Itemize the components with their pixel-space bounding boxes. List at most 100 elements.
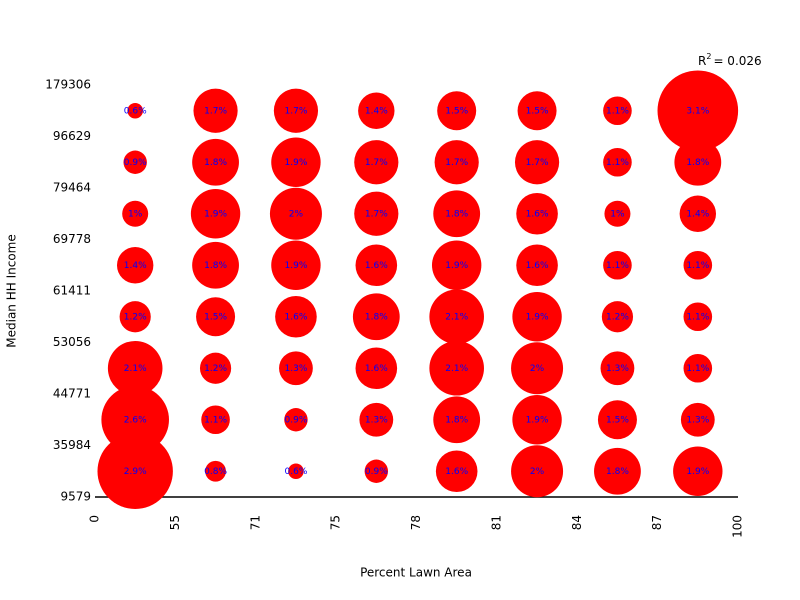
- bubble: [597, 400, 637, 440]
- value-label: 1.6%: [526, 261, 549, 271]
- value-label: 2.6%: [124, 415, 147, 425]
- annotation-superscript: 2: [706, 52, 711, 61]
- value-label: 1.8%: [606, 467, 629, 477]
- x-tick-label: 71: [248, 515, 262, 530]
- y-tick-label: 9579: [60, 490, 91, 504]
- bubble: [288, 463, 304, 480]
- bubble: [192, 241, 239, 289]
- bubble: [97, 433, 173, 509]
- value-label: 1.1%: [204, 415, 227, 425]
- value-label: 1.9%: [686, 467, 709, 477]
- value-label: 1.2%: [204, 364, 227, 374]
- value-label: 1.9%: [526, 415, 549, 425]
- bubble: [603, 96, 632, 126]
- bubble: [190, 189, 241, 239]
- value-label: 0.8%: [204, 467, 227, 477]
- bubble: [603, 250, 632, 280]
- value-label: 1.1%: [606, 261, 629, 271]
- x-tick-label: 84: [570, 515, 584, 530]
- bubble: [355, 347, 398, 390]
- bubble: [657, 70, 739, 152]
- value-label: 2.1%: [445, 364, 468, 374]
- bubble: [600, 351, 635, 386]
- value-label: 1.3%: [606, 364, 629, 374]
- value-label: 1.7%: [365, 209, 388, 219]
- value-label: 1.6%: [365, 261, 388, 271]
- bubble: [122, 200, 149, 227]
- y-tick-label: 35984: [53, 438, 91, 452]
- value-label: 2%: [289, 209, 304, 219]
- value-label: 1.6%: [445, 467, 468, 477]
- bubble: [511, 342, 564, 395]
- y-tick-label: 53056: [53, 335, 91, 349]
- bubble: [512, 292, 562, 342]
- bubble: [517, 91, 557, 131]
- y-tick-label: 69778: [53, 232, 91, 246]
- value-label: 1.8%: [204, 261, 227, 271]
- value-label: 1.1%: [686, 261, 709, 271]
- value-label: 1.9%: [526, 312, 549, 322]
- y-axis-label: Median HH Income: [5, 234, 19, 347]
- value-label: 1.8%: [445, 209, 468, 219]
- bubble: [355, 244, 398, 287]
- bubble: [683, 250, 713, 280]
- bubble: [279, 351, 313, 386]
- bubble: [679, 195, 717, 232]
- value-label: 1.1%: [686, 312, 709, 322]
- value-label: 1.6%: [365, 364, 388, 374]
- bubble: [107, 340, 163, 396]
- value-label: 1%: [610, 209, 625, 219]
- value-label: 1.7%: [365, 158, 388, 168]
- bubble: [435, 450, 478, 493]
- y-tick-label: 44771: [53, 387, 91, 401]
- value-label: 1.8%: [204, 158, 227, 168]
- x-tick-label: 87: [650, 515, 664, 530]
- bubble: [516, 244, 558, 287]
- value-label: 1.9%: [285, 158, 308, 168]
- bubble: [359, 402, 394, 437]
- value-label: 2.1%: [124, 364, 147, 374]
- bubble: [683, 302, 713, 332]
- y-tick-label: 79464: [53, 181, 91, 195]
- bubble: [516, 192, 558, 235]
- bubble: [196, 297, 236, 337]
- y-tick-label: 61411: [53, 284, 91, 298]
- value-label: 1.4%: [686, 209, 709, 219]
- bubble: [273, 88, 319, 133]
- value-label: 0.6%: [124, 106, 147, 116]
- x-tick-label: 75: [329, 515, 343, 530]
- bubble: [437, 91, 477, 131]
- bubble: [601, 301, 634, 333]
- x-tick-label: 0: [88, 515, 102, 523]
- value-label: 1.5%: [606, 415, 629, 425]
- x-axis-label: Percent Lawn Area: [360, 566, 472, 580]
- bubble: [119, 301, 151, 333]
- bubble: [352, 293, 400, 341]
- value-label: 1.7%: [285, 106, 308, 116]
- value-label: 1.4%: [365, 106, 388, 116]
- value-label: 1.3%: [365, 415, 388, 425]
- value-label: 1.2%: [124, 312, 147, 322]
- x-tick-label: 100: [731, 515, 745, 538]
- bubble: [364, 459, 389, 483]
- value-label: 1.1%: [606, 158, 629, 168]
- value-label: 1.6%: [526, 209, 549, 219]
- value-label: 1.3%: [686, 415, 709, 425]
- bubble: [434, 140, 479, 185]
- value-label: 0.9%: [365, 467, 388, 477]
- value-label: 2%: [530, 364, 545, 374]
- bubble: [683, 353, 713, 383]
- value-label: 1%: [128, 209, 143, 219]
- bubble: [673, 446, 723, 496]
- bubble: [269, 187, 322, 240]
- value-label: 1.9%: [445, 261, 468, 271]
- value-label: 1.7%: [445, 158, 468, 168]
- bubble: [275, 295, 317, 338]
- value-label: 0.9%: [285, 415, 308, 425]
- bubble: [594, 447, 641, 495]
- x-tick-label: 78: [409, 515, 423, 530]
- value-label: 1.4%: [124, 261, 147, 271]
- bubble: [680, 402, 715, 437]
- bubble: [199, 352, 232, 384]
